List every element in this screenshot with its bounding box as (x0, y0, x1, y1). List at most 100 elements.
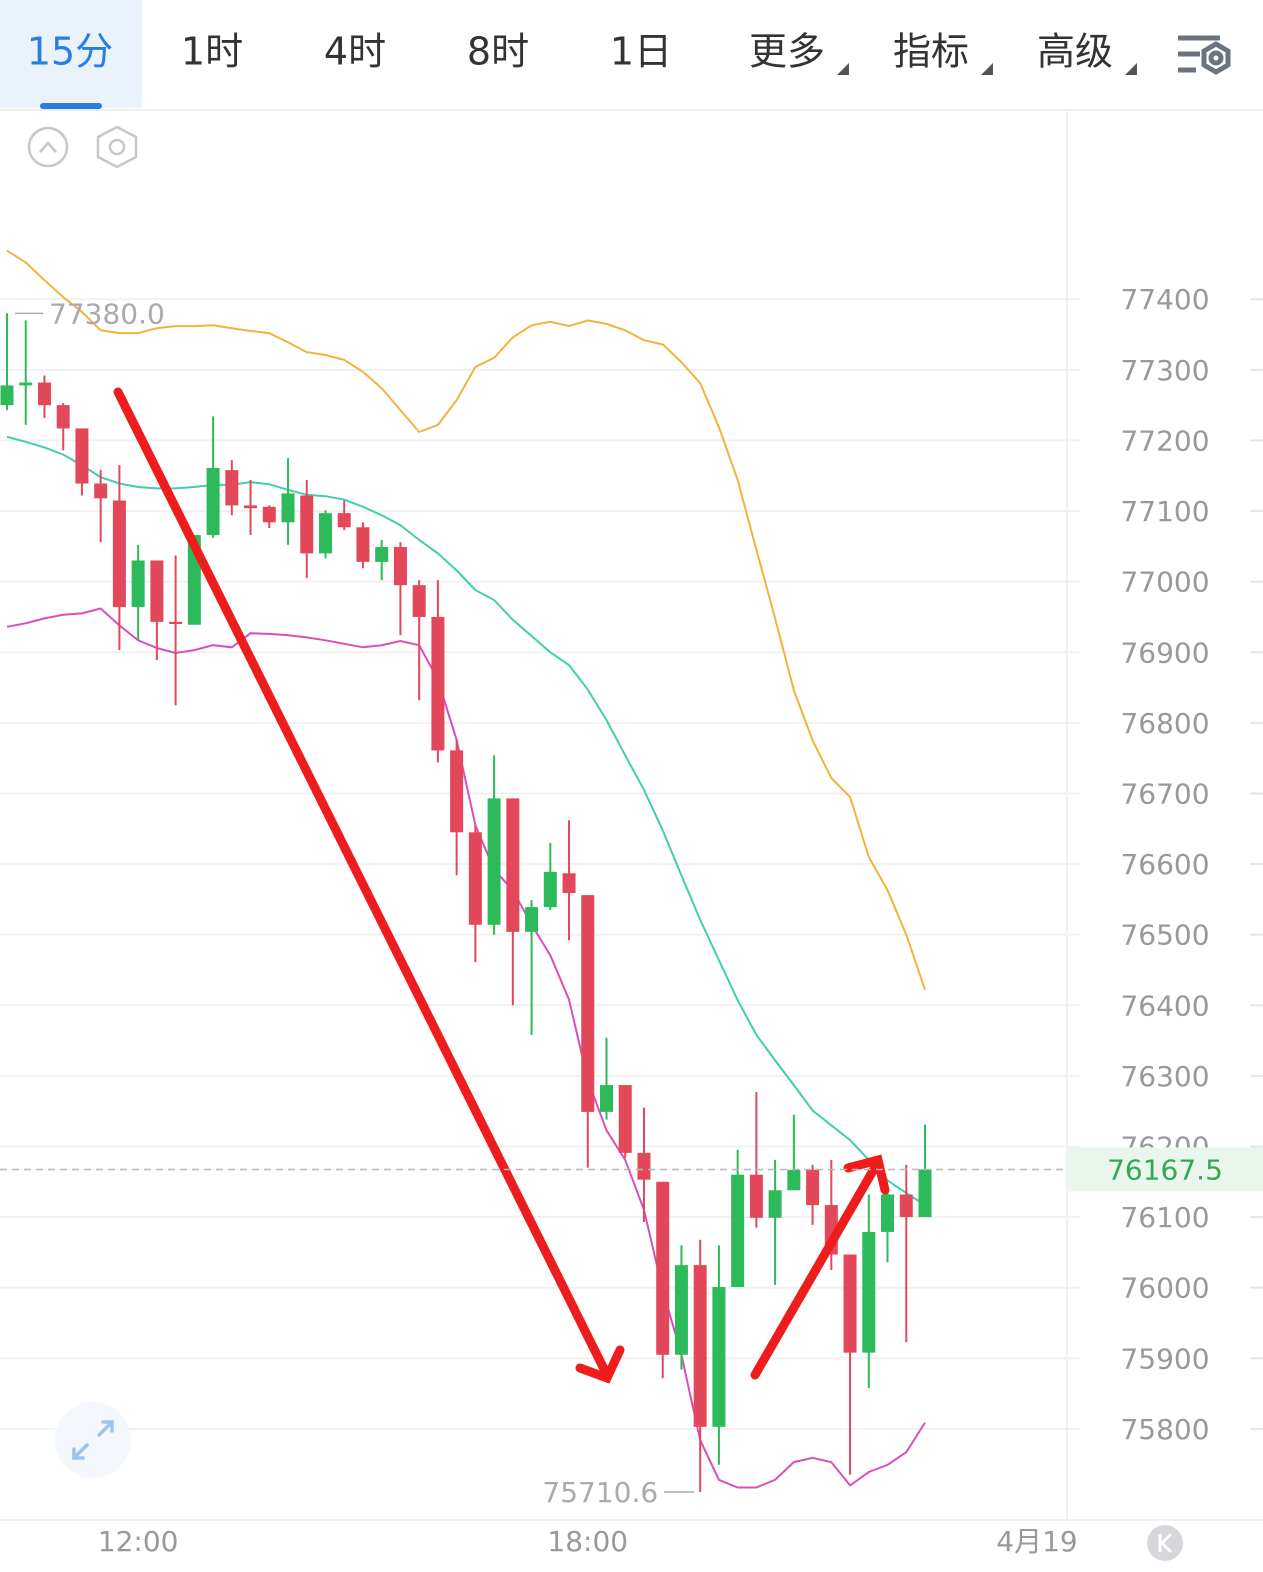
candle-body (300, 495, 314, 554)
dropdown-caret (981, 63, 993, 75)
chart-settings-button[interactable] (96, 125, 138, 169)
active-tab-bg (0, 0, 142, 108)
candle-body (693, 1265, 707, 1427)
candles (0, 313, 932, 1493)
candle-body (862, 1231, 876, 1353)
y-tick-label: 77000 (1120, 566, 1209, 599)
down-arrow (113, 387, 625, 1384)
candle-body (487, 798, 501, 925)
y-tick-label: 76600 (1120, 848, 1209, 881)
kline-button[interactable] (1147, 1525, 1183, 1561)
candle-body (150, 560, 164, 622)
icon-dot (108, 138, 126, 156)
candle-body (131, 560, 145, 608)
candle-body (712, 1287, 726, 1427)
grid: 7580075900760007610076200763007640076500… (0, 283, 1263, 1446)
candle-body (468, 832, 482, 925)
icon-circle (1147, 1525, 1183, 1561)
candle-body (637, 1152, 651, 1180)
candle-body (749, 1174, 763, 1218)
y-tick-label: 76700 (1120, 777, 1209, 810)
icon-stroke (97, 1420, 114, 1437)
y-tick-label: 76100 (1120, 1201, 1209, 1234)
candle-body (674, 1265, 688, 1355)
y-tick-label: 76400 (1120, 989, 1209, 1022)
candle-body (337, 513, 351, 528)
candle-body (393, 547, 407, 586)
candle-body (244, 505, 258, 509)
y-tick-label: 76500 (1120, 919, 1209, 952)
settings-icon[interactable] (1178, 35, 1231, 75)
candle-body (19, 382, 33, 386)
candle-body (37, 382, 51, 406)
arrow-shaft (113, 387, 612, 1380)
y-tick-label: 75800 (1120, 1413, 1209, 1446)
candle-body (731, 1174, 745, 1288)
candle-body (262, 506, 276, 523)
y-tick-label: 77300 (1120, 354, 1209, 387)
tab-label[interactable]: 4时 (324, 30, 386, 74)
arrow-head (843, 1154, 890, 1195)
candle-body (787, 1169, 801, 1191)
x-date-label: 4月19 (996, 1525, 1077, 1558)
indicator-line (6, 607, 926, 1489)
tab-label[interactable]: 指标 (893, 30, 969, 74)
icon-hex (96, 125, 138, 169)
icon-chevron (39, 141, 57, 153)
icon-hex (1201, 41, 1231, 75)
min-marker-label: 75710.6 (542, 1476, 658, 1509)
candle-body (581, 895, 595, 1112)
candle-body (806, 1169, 820, 1206)
y-tick-label: 76800 (1120, 707, 1209, 740)
dropdown-caret (837, 63, 849, 75)
x-axis: 12:00 18:00 4月19 (98, 1525, 1078, 1558)
candle-body (281, 493, 295, 523)
candle-body (356, 527, 370, 562)
candle-body (56, 405, 70, 429)
tab-bar: 15分 1时 4时 8时 1日 更多 指标 高级 (27, 30, 1137, 75)
candle-body (206, 467, 220, 536)
y-tick-label: 76300 (1120, 1060, 1209, 1093)
y-tick-label: 77100 (1120, 495, 1209, 528)
tab-label[interactable]: 1日 (610, 30, 672, 74)
fullscreen-button[interactable] (55, 1402, 131, 1478)
tab-label[interactable]: 8时 (467, 30, 529, 74)
icon-circle (55, 1402, 131, 1478)
icon-stroke (72, 1443, 89, 1460)
active-tab-indicator (40, 103, 102, 109)
candle-body (918, 1169, 932, 1218)
y-tick-label: 77200 (1120, 424, 1209, 457)
candle-body (225, 470, 239, 506)
tab-label[interactable]: 高级 (1037, 30, 1113, 74)
candle-body (431, 616, 445, 751)
candle-body (562, 873, 576, 894)
y-tick-label: 76900 (1120, 636, 1209, 669)
indicator-line (6, 249, 926, 991)
tab-label[interactable]: 1时 (181, 30, 243, 74)
candle-body (656, 1181, 670, 1355)
tab-label[interactable]: 更多 (749, 30, 825, 74)
candle-body (768, 1190, 782, 1218)
collapse-button[interactable] (27, 126, 69, 168)
y-tick-label: 77400 (1120, 283, 1209, 316)
candle-body (112, 500, 126, 608)
icon-circle (27, 126, 69, 168)
candle-body (618, 1085, 632, 1153)
arrow-head (575, 1345, 625, 1384)
dropdown-caret (1125, 63, 1137, 75)
candle-body (412, 585, 426, 617)
candle-body (600, 1085, 614, 1112)
up-arrow (750, 1154, 890, 1380)
candle-body (94, 483, 108, 499)
price-overlay: 76167.5 77380.0 75710.6 (0, 297, 1263, 1509)
candle-body (843, 1254, 857, 1353)
indicator-line (6, 435, 926, 1206)
x-tick-label: 18:00 (547, 1525, 628, 1558)
tab-label[interactable]: 15分 (27, 30, 113, 74)
candle-body (375, 547, 389, 562)
candle-body (525, 907, 539, 932)
candle-body (881, 1194, 895, 1232)
candle-body (169, 621, 183, 625)
